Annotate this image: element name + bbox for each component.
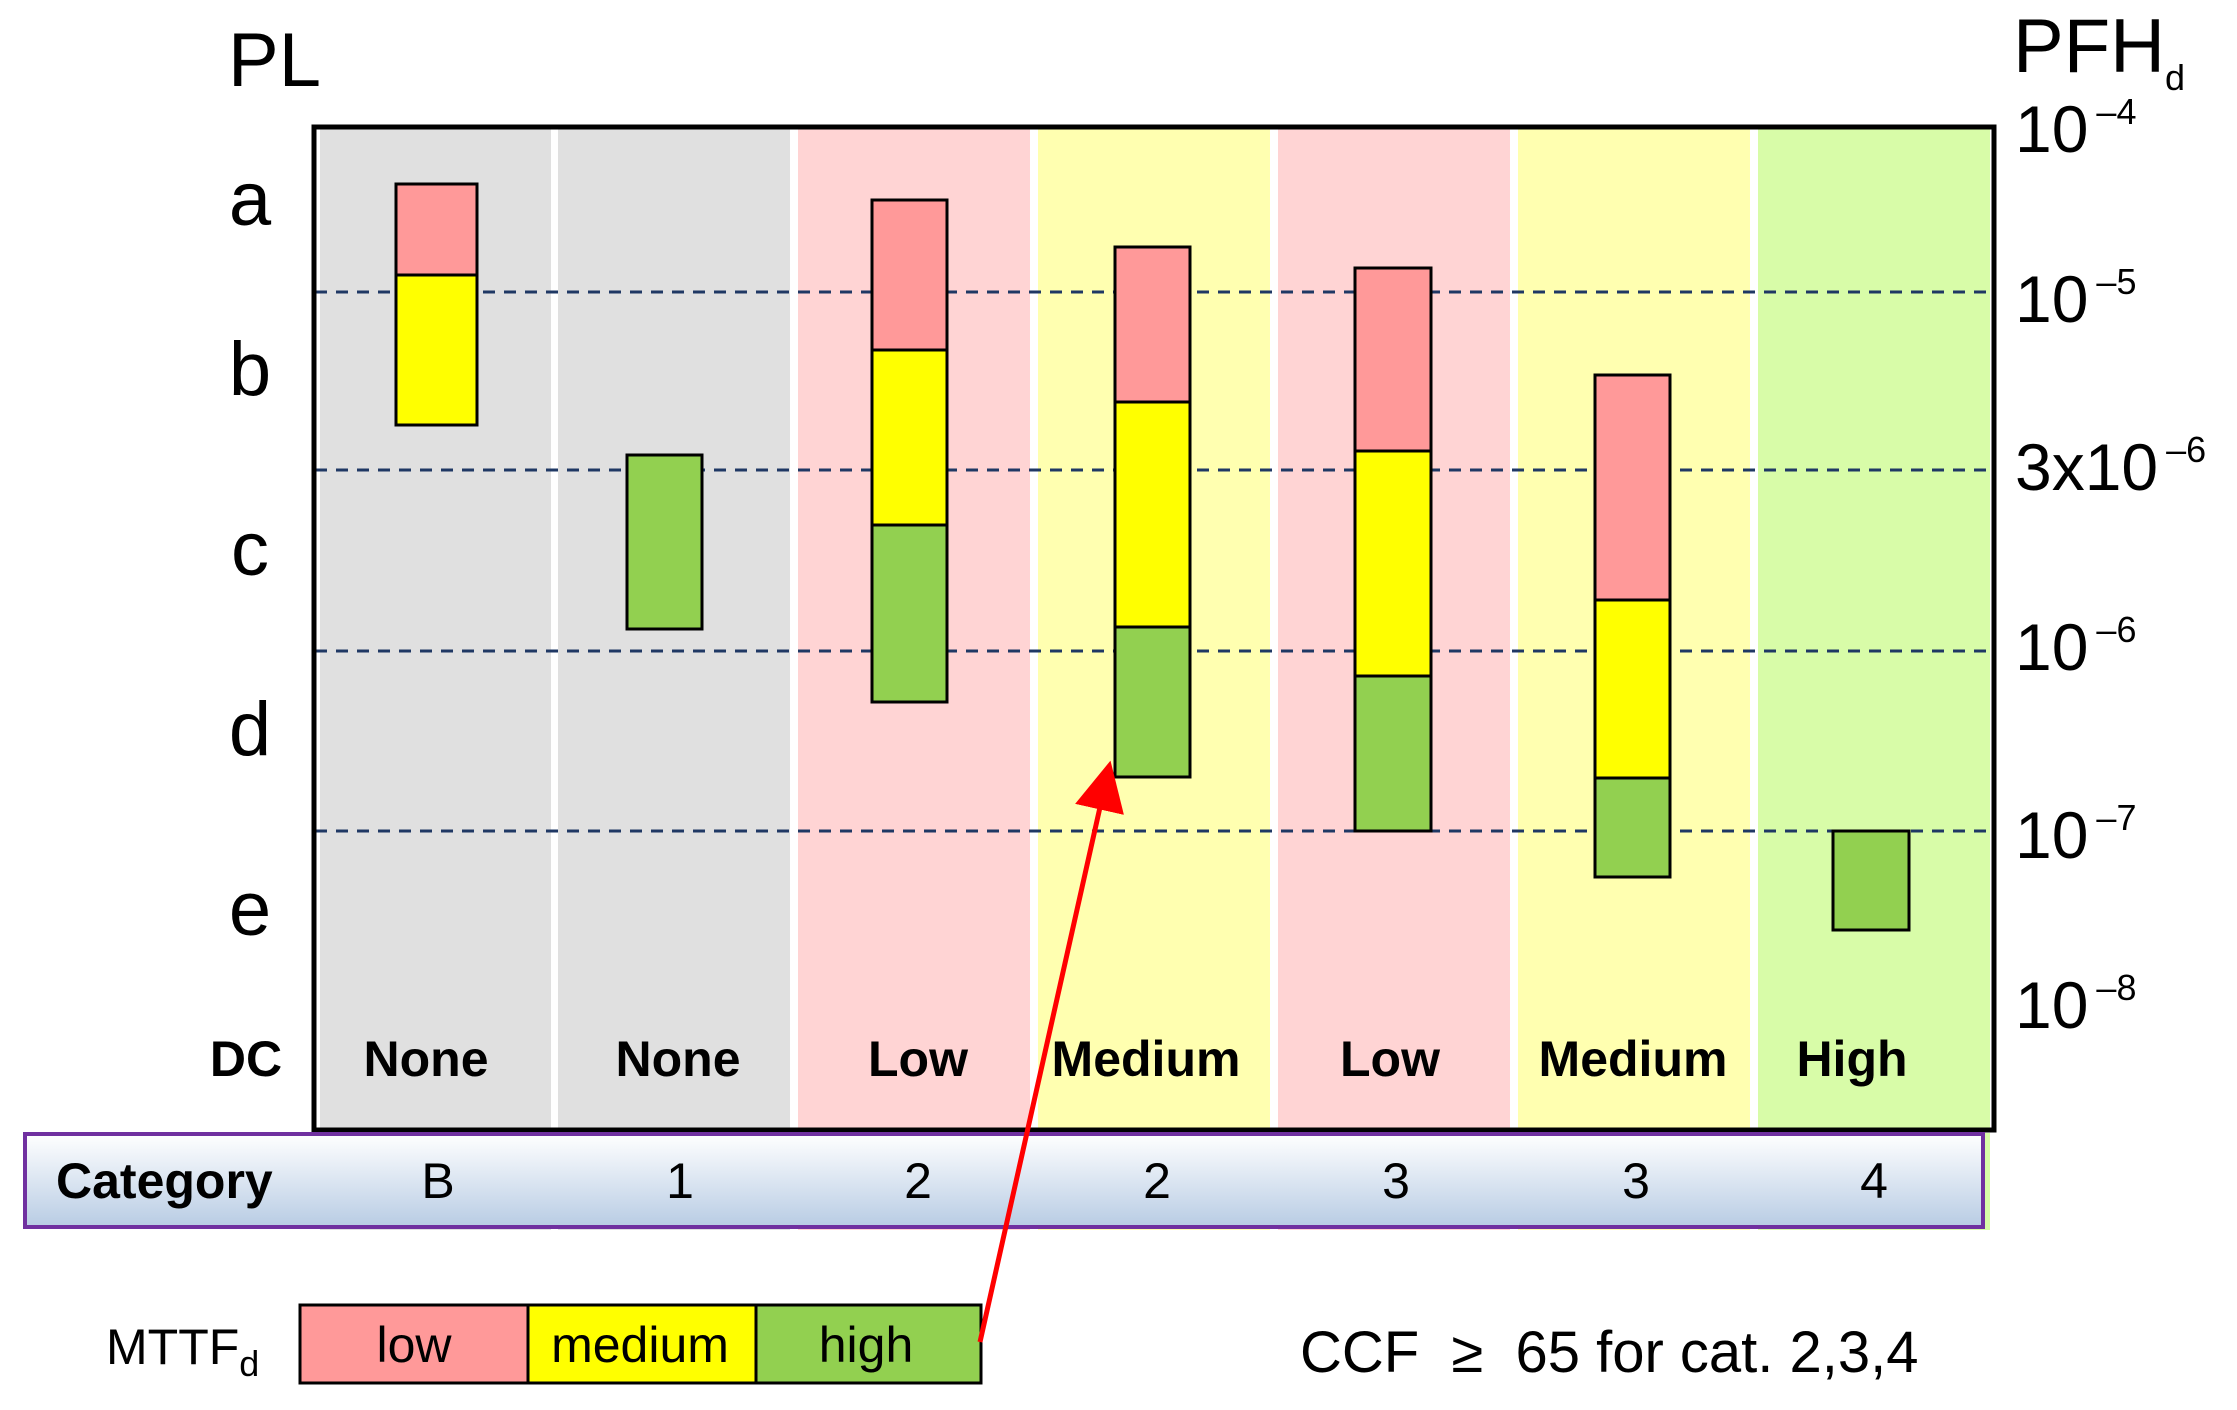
band-col-7 xyxy=(1758,127,1990,1130)
bar-col3-high xyxy=(870,523,949,704)
pfh-tick-3e-6: 3x10 –6 xyxy=(2015,429,2206,504)
bar-col5-low xyxy=(1353,266,1433,453)
pl-level-e: e xyxy=(229,867,271,952)
pl-level-c: c xyxy=(231,507,269,592)
bar-col6-medium xyxy=(1593,598,1672,780)
pl-level-d: d xyxy=(229,687,271,772)
legend-swatch-high xyxy=(754,1303,983,1385)
dc-value-4: Medium xyxy=(1052,1031,1241,1087)
dc-value-1: None xyxy=(364,1031,489,1087)
plot-frame xyxy=(311,124,1997,1133)
dc-row-label: DC xyxy=(210,1031,282,1087)
bar-col6-low xyxy=(1593,373,1672,602)
bar-col3-medium xyxy=(870,348,949,527)
category-value-3: 2 xyxy=(904,1153,932,1209)
bar-col4-medium xyxy=(1113,400,1192,629)
mttfd-legend-label: MTTFd xyxy=(106,1319,259,1384)
bar-col4-low xyxy=(1113,245,1192,404)
dc-value-6: Medium xyxy=(1539,1031,1728,1087)
bar-col5-high xyxy=(1353,674,1433,833)
dc-value-7: High xyxy=(1796,1031,1907,1087)
pl-level-b: b xyxy=(229,327,271,412)
mttfd-legend: MTTFd low medium high xyxy=(106,1303,983,1385)
legend-medium-text: medium xyxy=(551,1317,729,1373)
bar-col2-high xyxy=(625,453,704,631)
bars xyxy=(394,182,1911,932)
pfh-tick-1e-4: 10 –4 xyxy=(2015,91,2136,166)
pfh-tick-1e-7: 10 –7 xyxy=(2015,797,2136,872)
bar-col1-medium xyxy=(394,273,479,427)
category-value-2: 1 xyxy=(666,1153,694,1209)
legend-swatch-low xyxy=(298,1303,530,1385)
bar-col6-high xyxy=(1593,776,1672,879)
category-value-6: 3 xyxy=(1622,1153,1650,1209)
bar-col3-low xyxy=(870,198,949,352)
legend-low-text: low xyxy=(376,1317,452,1373)
bar-col5-medium xyxy=(1353,449,1433,678)
bar-col1-low xyxy=(394,182,479,277)
pfh-tick-1e-5: 10 –5 xyxy=(2015,261,2136,336)
legend-arrow xyxy=(977,760,1124,1343)
legend-high-text: high xyxy=(819,1317,914,1373)
category-value-4: 2 xyxy=(1143,1153,1171,1209)
pfh-axis-title: PFHd xyxy=(2013,4,2185,98)
category-bar xyxy=(23,1132,1985,1229)
dc-value-2: None xyxy=(616,1031,741,1087)
pl-axis-title: PL xyxy=(228,18,321,103)
bar-col4-high xyxy=(1113,625,1192,779)
level-lines xyxy=(315,290,1992,833)
category-row: Category B 1 2 2 3 3 4 xyxy=(23,1132,1985,1229)
dc-value-3: Low xyxy=(868,1031,968,1087)
bar-col7-high xyxy=(1831,829,1911,932)
category-row-label: Category xyxy=(56,1153,273,1209)
ccf-note: CCF ≥ 65 for cat. 2,3,4 xyxy=(1300,1320,1919,1385)
pfh-tick-1e-8: 10 –8 xyxy=(2015,967,2136,1042)
category-value-5: 3 xyxy=(1382,1153,1410,1209)
category-value-1: B xyxy=(421,1153,454,1209)
pfh-tick-1e-6: 10 –6 xyxy=(2015,609,2136,684)
pl-level-a: a xyxy=(229,157,272,242)
category-value-7: 4 xyxy=(1860,1153,1888,1209)
dc-value-5: Low xyxy=(1340,1031,1440,1087)
